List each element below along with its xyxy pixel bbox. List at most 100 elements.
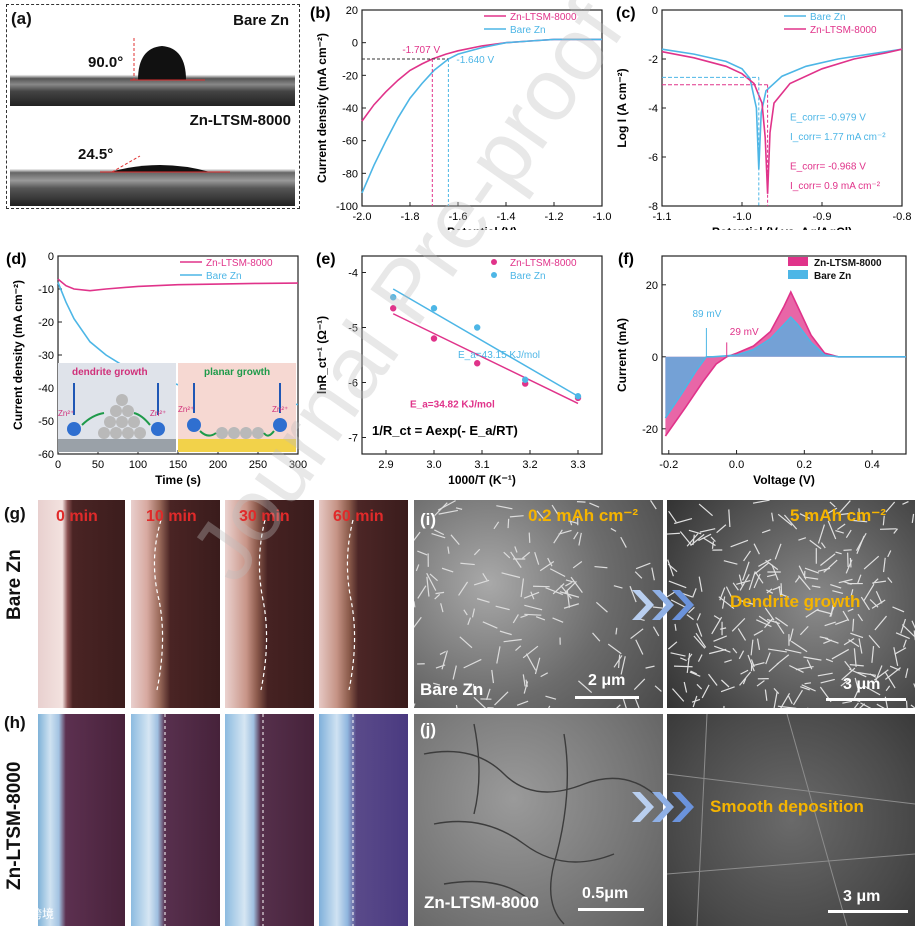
x-tick-label-b: -2.0	[353, 211, 372, 223]
dendrite-needle	[622, 698, 627, 708]
dendrite-needle	[473, 696, 487, 708]
legend-label-b-1: Bare Zn	[510, 25, 546, 36]
point-e-1-1	[430, 305, 438, 312]
dendrite-needle	[771, 564, 779, 581]
dendrite-needle	[875, 590, 883, 604]
dendrite-needle	[549, 568, 566, 578]
dendrite-needle	[553, 529, 563, 544]
y-tick-label-b: -40	[342, 103, 358, 115]
time-label-0: 0 min	[56, 508, 98, 525]
x-tick-label-f: 0.4	[864, 459, 879, 471]
dendrite-needle	[804, 682, 812, 685]
dendrite-needle	[758, 615, 771, 624]
dendrite-needle	[892, 606, 905, 613]
dendrite-needle	[670, 652, 686, 657]
dendrite-needle	[774, 543, 782, 560]
y-axis-label-d: Current density (mA cm⁻²)	[11, 280, 25, 430]
time-label-10: 10 min	[146, 508, 197, 525]
series-line-f-1	[664, 316, 906, 419]
x-axis-label-f: Voltage (V)	[753, 473, 815, 487]
dendrite-needle	[620, 536, 627, 548]
dendrite-needle	[467, 617, 472, 626]
x-axis-label-e: 1000/T (K⁻¹)	[448, 473, 516, 487]
dendrite-needle	[635, 562, 651, 570]
series-line-d-0	[57, 278, 299, 292]
point-e-1-2	[474, 324, 481, 331]
x-tick-label-e: 3.1	[474, 459, 489, 471]
dendrite-needle	[713, 635, 727, 642]
legend-label-f-0: Zn-LTSM-8000	[814, 258, 882, 269]
dendrite-needle	[847, 608, 854, 612]
dendrite-needle	[482, 573, 488, 581]
dendrite-needle	[592, 632, 601, 642]
dendrite-needle	[800, 686, 811, 691]
dendrite-needle	[523, 591, 540, 599]
dendrite-needle	[686, 614, 694, 621]
dendrite-needle	[775, 616, 789, 627]
dendrite-needle	[894, 647, 907, 655]
x-tick-label-e: 2.9	[378, 459, 393, 471]
scalebar-i-left	[575, 696, 639, 699]
dendrite-needle	[652, 606, 663, 609]
dendrite-needle	[514, 546, 518, 553]
dendrite-needle	[686, 653, 691, 673]
chart-f: -0.2 0.0 0.2 0.4 -20 0 20 Voltage (V) Current (m…	[615, 251, 907, 487]
panel-label-e: (e)	[316, 251, 336, 268]
dendrite-needle	[473, 548, 481, 556]
dendrite-needle	[764, 689, 768, 701]
dendrite-needle	[482, 621, 498, 629]
dendrite-needle	[540, 672, 549, 678]
dendrite-needle	[835, 529, 844, 534]
dendrite-needle	[433, 682, 441, 686]
dendrite-needle	[767, 648, 787, 653]
dendrite-needle	[868, 634, 881, 649]
dendrite-needle	[494, 691, 509, 706]
sem-zn-ltsm-low	[414, 714, 663, 926]
plot-frame-c	[661, 9, 903, 207]
sample-label-zn-ltsm: Zn-LTSM-8000	[424, 893, 539, 912]
dendrite-needle	[501, 572, 521, 579]
y-tick-label-d: -50	[38, 416, 54, 428]
dendrite-needle	[431, 533, 446, 539]
dendrite-needle	[811, 585, 821, 588]
dendrite-needle	[496, 505, 513, 510]
dendrite-needle	[507, 518, 510, 529]
dendrite-needle	[668, 580, 687, 589]
dendrite-title: dendrite growth	[72, 367, 148, 378]
dendrite-needle	[852, 618, 855, 632]
x-tick-label-b: -1.2	[545, 211, 564, 223]
dendrite-needle	[578, 532, 582, 546]
dendrite-needle	[850, 519, 868, 523]
panel-label-d: (d)	[6, 251, 26, 268]
dendrite-needle	[463, 658, 482, 669]
dendrite-needle	[787, 695, 793, 704]
dendrite-needle	[737, 599, 754, 605]
dendrite-needle	[522, 674, 526, 687]
optical-bare-30min	[225, 500, 314, 708]
dendrite-needle	[732, 647, 738, 654]
x-tick-label-e: 3.3	[570, 459, 585, 471]
dendrite-needle	[832, 590, 844, 594]
dendrite-needle	[766, 573, 777, 578]
x-tick-label-c: -1.0	[733, 211, 752, 223]
droplet-zn-ltsm	[100, 155, 230, 173]
panel-label-h: (h)	[4, 713, 26, 732]
dendrite-needle	[772, 586, 781, 591]
dendrite-needle	[645, 665, 655, 669]
dendrite-needle	[530, 591, 535, 600]
dendrite-needle	[825, 637, 839, 644]
dendrite-needle	[723, 560, 738, 565]
dendrite-needle	[697, 654, 703, 662]
dendrite-needle	[780, 692, 791, 708]
sem-bare-low	[414, 500, 663, 708]
dendrite-needle	[525, 679, 528, 687]
dendrite-needle	[589, 502, 600, 508]
dendrite-needle	[830, 583, 842, 589]
dendrite-needle	[758, 558, 772, 567]
dendrite-needle	[613, 655, 623, 668]
dendrite-needle	[766, 589, 774, 594]
y-tick-label-b: -60	[342, 136, 358, 148]
dendrite-needle	[780, 583, 783, 595]
y-tick-label-d: -60	[38, 449, 54, 461]
legend-label-d-1: Bare Zn	[206, 271, 242, 282]
